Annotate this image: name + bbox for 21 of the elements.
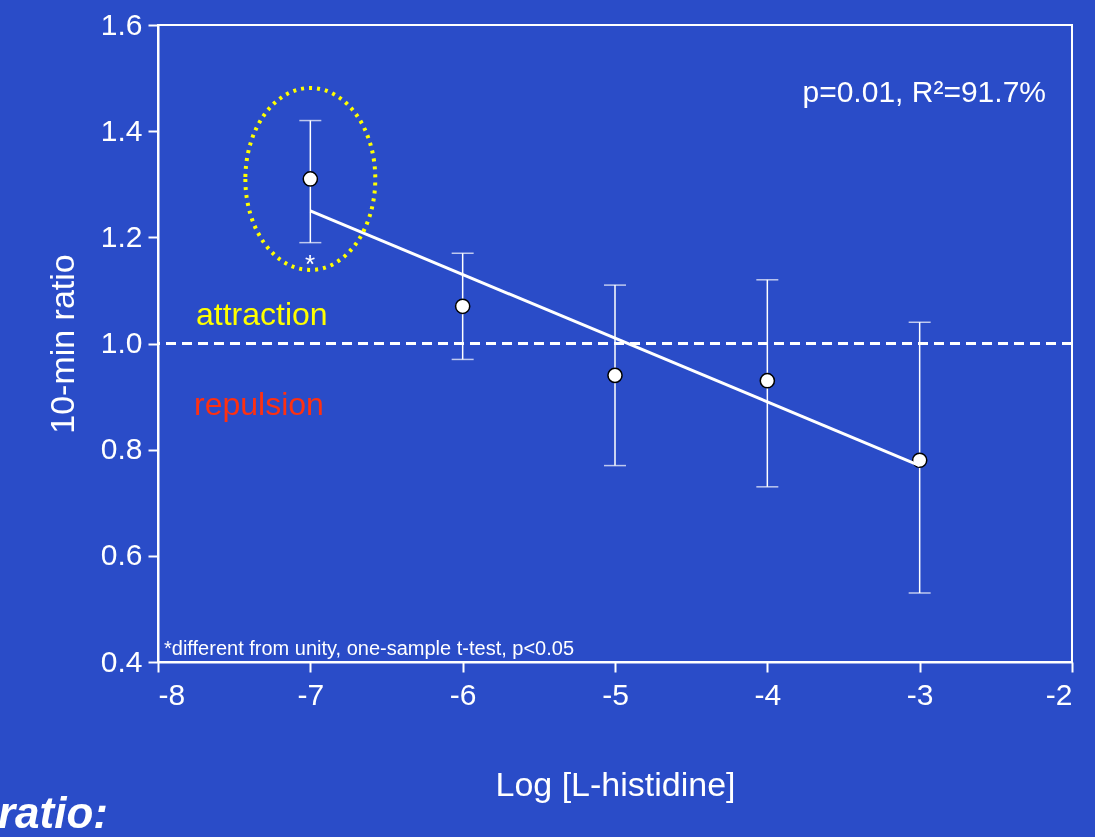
x-tick-label: -8 xyxy=(158,677,186,711)
y-tick-label: 0.4 xyxy=(100,644,143,678)
annotation: p=0.01, R²=91.7% xyxy=(802,75,1046,108)
x-tick-label: -4 xyxy=(754,677,782,711)
x-tick-label: -5 xyxy=(602,677,629,711)
x-tick-label: -2 xyxy=(1045,677,1073,711)
annotation: repulsion xyxy=(194,386,324,422)
y-tick-label: 1.6 xyxy=(100,7,143,41)
annotation: *different from unity, one-sample t-test, p<0.05 xyxy=(164,637,575,659)
y-tick-label: 0.8 xyxy=(100,432,143,466)
annotation: * xyxy=(304,249,316,279)
x-tick-label: -7 xyxy=(297,677,325,711)
annotation: attraction xyxy=(196,296,328,332)
y-axis-title: 10-min ratio xyxy=(42,254,81,434)
y-tick-label: 1.4 xyxy=(100,113,143,147)
x-tick-label: -6 xyxy=(449,677,477,711)
y-tick-label: 1.2 xyxy=(100,219,143,253)
x-tick-label: -3 xyxy=(906,677,934,711)
x-axis-title: Log [L-histidine] xyxy=(495,764,736,803)
y-tick-label: 1.0 xyxy=(100,326,143,359)
y-tick-label: 0.6 xyxy=(100,538,143,572)
